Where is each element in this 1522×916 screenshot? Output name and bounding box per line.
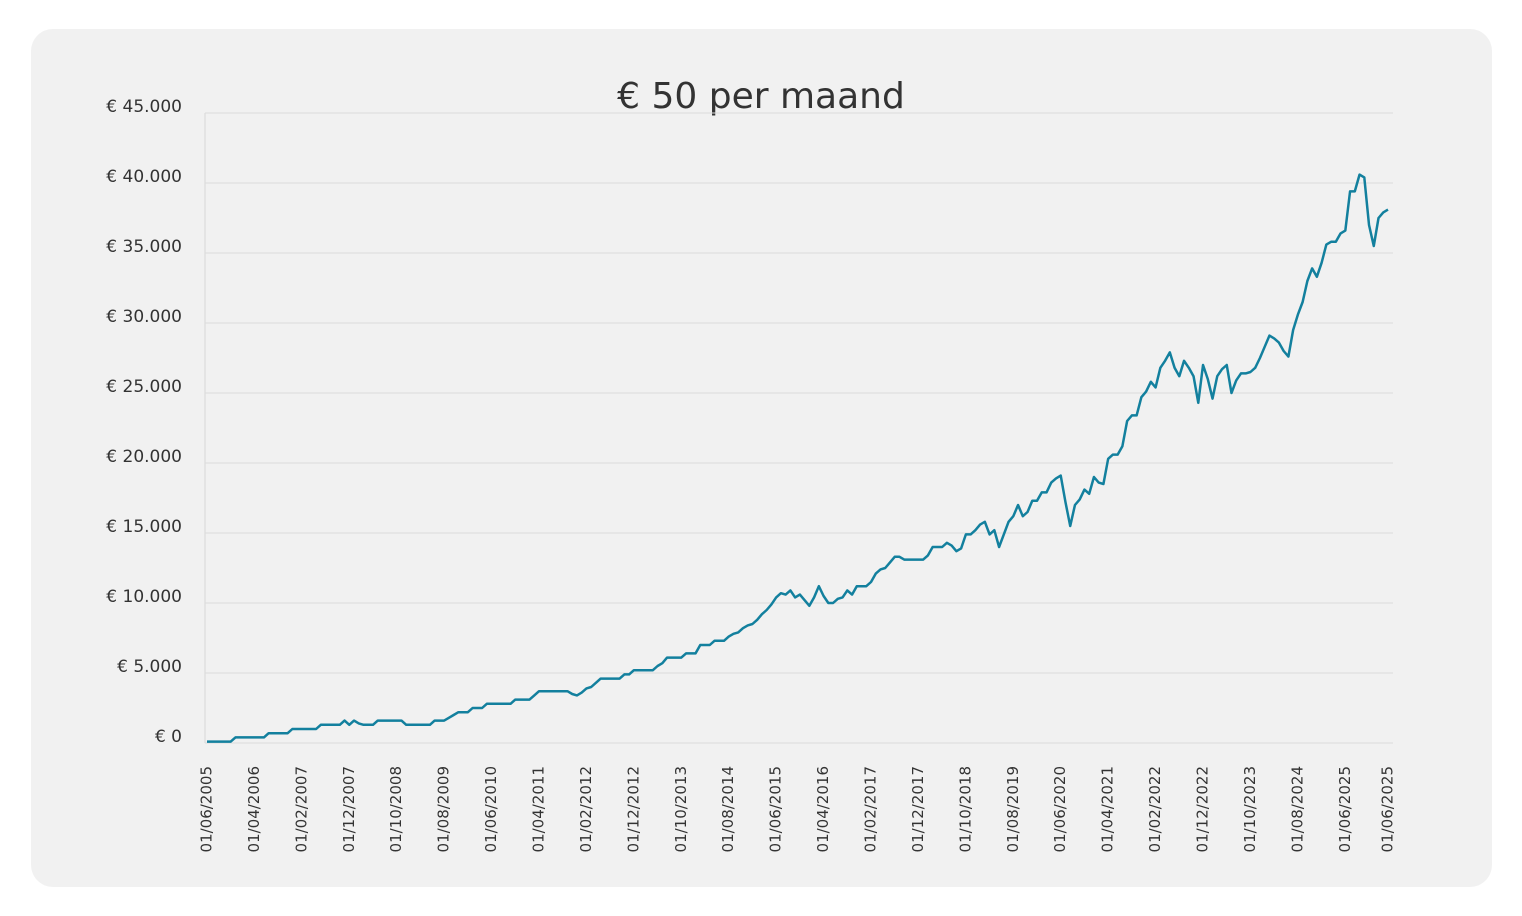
- y-tick-label: € 30.000: [106, 307, 182, 327]
- x-tick-label: 01/12/2012: [624, 766, 642, 852]
- x-tick-label: 01/04/2021: [1099, 766, 1117, 852]
- chart-card: [31, 29, 1492, 887]
- x-tick-label: 01/06/2025: [1336, 766, 1354, 852]
- x-tick-label: 01/12/2017: [909, 766, 927, 852]
- x-tick-label: 01/10/2018: [956, 766, 974, 852]
- y-tick-label: € 15.000: [106, 517, 182, 537]
- x-tick-label: 01/08/2024: [1288, 766, 1306, 852]
- x-tick-label: 01/12/2007: [340, 766, 358, 852]
- y-tick-label: € 20.000: [106, 447, 182, 467]
- x-tick-label: 01/06/2015: [767, 766, 785, 852]
- x-tick-label: 01/06/2005: [198, 766, 216, 852]
- x-tick-label: 01/10/2008: [387, 766, 405, 852]
- y-tick-label: € 45.000: [106, 97, 182, 117]
- x-tick-label: 01/08/2014: [719, 766, 737, 852]
- x-tick-label: 01/02/2012: [577, 766, 595, 852]
- x-tick-label: 01/04/2006: [245, 766, 263, 852]
- x-tick-label: 01/08/2009: [435, 766, 453, 852]
- x-tick-label: 01/10/2013: [672, 766, 690, 852]
- x-tick-label: 01/02/2007: [292, 766, 310, 852]
- x-tick-label: 01/08/2019: [1004, 766, 1022, 852]
- chart-title: € 50 per maand: [617, 76, 905, 117]
- y-tick-label: € 0: [155, 727, 182, 747]
- y-tick-label: € 40.000: [106, 167, 182, 187]
- x-tick-label: 01/06/2010: [482, 766, 500, 852]
- x-tick-label: 01/04/2016: [814, 766, 832, 852]
- x-tick-label: 01/10/2023: [1241, 766, 1259, 852]
- y-tick-label: € 25.000: [106, 377, 182, 397]
- x-tick-label: 01/06/2020: [1051, 766, 1069, 852]
- x-tick-label: 01/12/2022: [1194, 766, 1212, 852]
- x-tick-label: 01/02/2022: [1146, 766, 1164, 852]
- x-tick-label: 01/02/2017: [862, 766, 880, 852]
- data-line: [207, 173, 1389, 743]
- y-tick-label: € 10.000: [106, 587, 182, 607]
- y-tick-label: € 35.000: [106, 237, 182, 257]
- x-tick-label: 01/06/2025: [1379, 766, 1397, 852]
- y-tick-label: € 5.000: [117, 657, 182, 677]
- x-tick-label: 01/04/2011: [530, 766, 548, 852]
